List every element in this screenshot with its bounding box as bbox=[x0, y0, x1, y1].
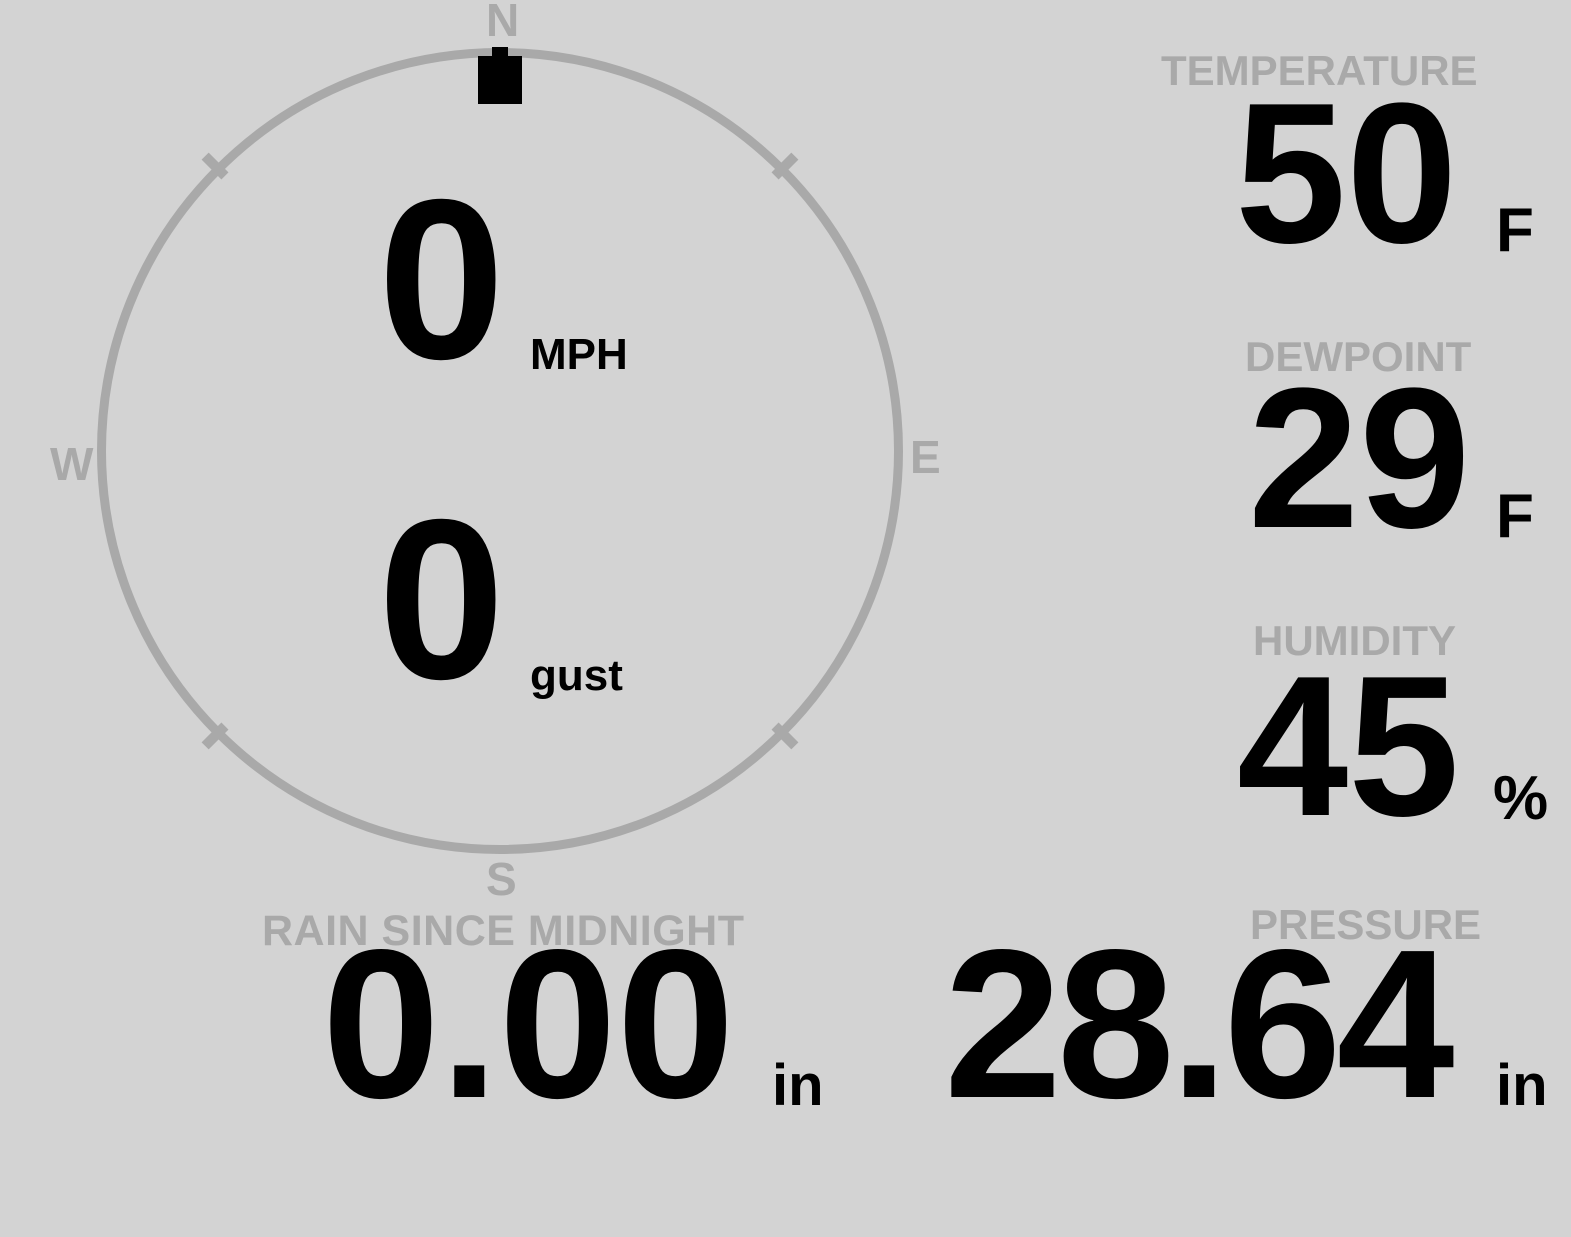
pressure-label: PRESSURE bbox=[1250, 901, 1482, 948]
temperature-unit: F bbox=[1496, 196, 1534, 265]
wind-speed-value: 0 bbox=[378, 153, 505, 407]
dewpoint-unit: F bbox=[1496, 482, 1534, 551]
wind-gust-unit: gust bbox=[530, 651, 623, 700]
humidity-label: HUMIDITY bbox=[1253, 617, 1456, 664]
dewpoint-value: 29 bbox=[1248, 347, 1471, 570]
pressure-value: 28.64 bbox=[944, 905, 1455, 1142]
wind-gust-value: 0 bbox=[378, 473, 505, 727]
temperature-value: 50 bbox=[1235, 62, 1458, 285]
pressure-unit: in bbox=[1496, 1053, 1548, 1118]
compass-north-label: N bbox=[486, 0, 520, 46]
temperature-label: TEMPERATURE bbox=[1161, 47, 1478, 94]
rain-unit: in bbox=[772, 1053, 824, 1118]
dewpoint-label: DEWPOINT bbox=[1245, 333, 1472, 380]
wind-speed-unit: MPH bbox=[530, 330, 628, 379]
compass-west-label: W bbox=[50, 438, 94, 490]
compass-east-label: E bbox=[910, 431, 941, 483]
humidity-unit: % bbox=[1493, 764, 1549, 833]
rain-value: 0.00 bbox=[322, 905, 735, 1142]
rain-label: RAIN SINCE MIDNIGHT bbox=[262, 907, 745, 955]
compass-south-label: S bbox=[486, 853, 517, 905]
humidity-value: 45 bbox=[1237, 635, 1460, 858]
